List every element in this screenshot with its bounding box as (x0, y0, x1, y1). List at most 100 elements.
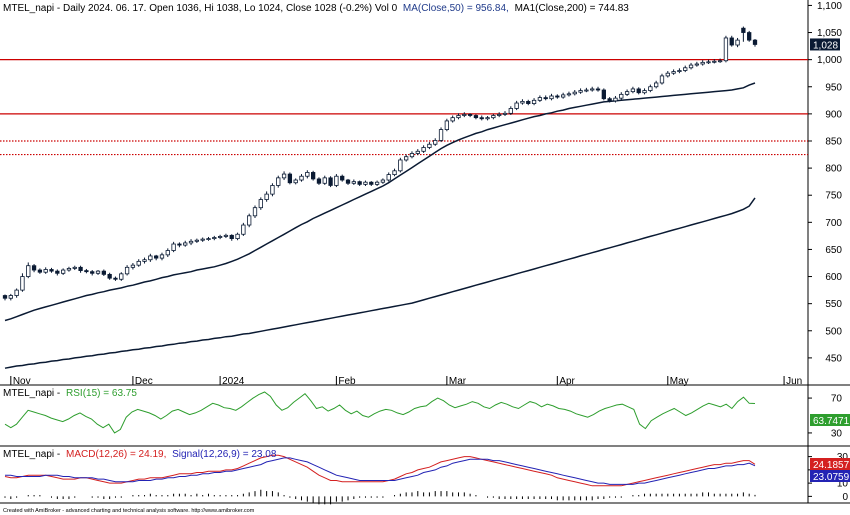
candle-body (729, 37, 734, 46)
candle-body (549, 95, 554, 100)
rsi-pane: 30 70 63.7471 MTEL_napi - RSI(15) = 63.75 (0, 385, 850, 447)
candle-body (584, 89, 589, 92)
candle-body (72, 266, 77, 269)
last-price-badge-box (810, 38, 840, 51)
candle-body (392, 170, 397, 176)
date-tick-label: May (670, 376, 689, 387)
date-tick-label: Feb (338, 376, 356, 387)
price-tick-label: 900 (825, 109, 842, 120)
rsi-legend: RSI(15) = 63.75 (66, 388, 137, 399)
candle-body (380, 179, 386, 183)
candle-body (177, 243, 182, 246)
candle-body (409, 153, 415, 158)
candle-body (497, 114, 502, 116)
candle-body (363, 181, 368, 185)
price-tick-label: 750 (825, 191, 842, 202)
candle-body (90, 271, 95, 274)
rsi-axis-ticks: 30 70 (808, 394, 843, 439)
candle-body (159, 254, 165, 259)
candle-body (374, 181, 380, 185)
candle-body (78, 266, 83, 271)
price-tick-label: 950 (825, 82, 842, 93)
price-tick-label: 450 (825, 353, 842, 364)
candle-body (183, 242, 188, 246)
price-chart-header: MTEL_napi - Daily 2024. 06. 17. Open 103… (3, 3, 629, 14)
candle-body (194, 239, 200, 242)
ma200-line (4, 197, 756, 369)
candle-body (305, 172, 310, 177)
candle-body (462, 114, 467, 116)
candle-body (624, 91, 630, 95)
macd-header-prefix: MTEL_napi - (3, 449, 60, 460)
candle-body (287, 173, 293, 184)
candle-body (438, 129, 444, 141)
macd-histogram (4, 489, 756, 505)
candle-body (229, 234, 234, 239)
rsi-header-prefix: MTEL_napi - (3, 388, 60, 399)
footer-credit: Created with AmiBroker - advanced charti… (3, 508, 255, 514)
candle-body (299, 175, 304, 181)
candle-body (37, 269, 43, 273)
candle-body (694, 63, 700, 66)
date-tick-label: Jun (786, 376, 802, 387)
candle-body (665, 72, 670, 77)
ma50-line (4, 82, 756, 322)
candle-body (677, 70, 682, 72)
price-tick-label: 700 (825, 218, 842, 229)
candle-body (119, 273, 124, 280)
candle-body (444, 120, 450, 130)
price-tick-label: 500 (825, 326, 842, 337)
candle-body (31, 265, 37, 271)
candle-body (415, 150, 420, 154)
macd-legend: MACD(12,26) = 24.19, (66, 449, 166, 460)
candle-body (601, 89, 606, 100)
price-tick-label: 1,050 (817, 28, 842, 39)
candle-body (560, 94, 566, 98)
candle-body (351, 181, 356, 184)
candle-body (340, 175, 345, 181)
candle-body (735, 39, 740, 46)
candle-body (578, 90, 583, 93)
candle-body (723, 37, 729, 62)
signal-badge-label: 23.0759 (813, 472, 850, 483)
candle-body (485, 117, 490, 120)
support-resistance-lines (0, 59, 808, 156)
candle-body (310, 172, 316, 180)
candle-body (398, 159, 403, 172)
candle-body (531, 99, 537, 104)
candle-body (717, 60, 723, 63)
candle-body (113, 277, 118, 280)
candle-body (55, 270, 60, 274)
candle-body (247, 215, 252, 226)
candle-body (217, 236, 223, 238)
candle-body (252, 207, 258, 217)
candle-body (212, 237, 217, 239)
candle-body (543, 97, 548, 100)
macd-tick-label: 30 (837, 452, 849, 463)
candle-body (124, 266, 130, 275)
rsi-badge-box (810, 414, 850, 426)
candle-body (630, 88, 636, 93)
candle-body (200, 238, 205, 241)
macd-badge-label: 24.1857 (813, 460, 850, 471)
candle-body (520, 101, 525, 104)
price-tick-label: 800 (825, 164, 842, 175)
price-tick-label: 550 (825, 299, 842, 310)
candle-body (235, 233, 240, 239)
candle-body (712, 60, 717, 63)
candle-body (590, 88, 595, 91)
candle-body (537, 97, 543, 101)
candle-body (433, 140, 438, 145)
date-tick-label: Mar (449, 376, 467, 387)
rsi-tick-label: 30 (831, 428, 843, 439)
candle-body (322, 177, 327, 184)
date-axis-labels: Nov Dec 2024 Feb Mar Apr May Jun (10, 376, 802, 387)
macd-pane: 0102030 24.1857 23.0759 MTEL_napi - MACD… (0, 446, 850, 505)
candle-body (66, 268, 72, 271)
rsi-badge-label: 63.7471 (813, 416, 850, 427)
price-tick-label: 1,000 (817, 55, 842, 66)
candle-body (514, 102, 519, 109)
candle-body (607, 98, 612, 102)
ma50-legend: MA(Close,50) = 956.84, (403, 3, 509, 14)
